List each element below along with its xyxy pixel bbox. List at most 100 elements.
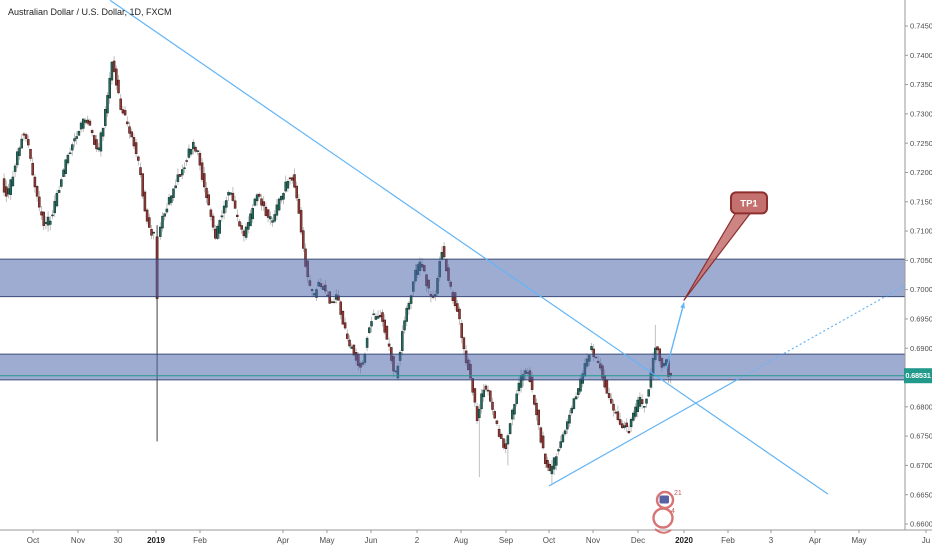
candle [214,228,217,239]
candle [185,160,188,162]
candle [262,201,265,207]
candle [229,192,232,195]
candle [627,430,631,434]
candle [376,315,380,319]
price-label: 0.66000 [910,520,932,529]
candle [106,95,109,114]
candle [638,396,642,407]
candle [539,427,543,443]
ascending-trendline-extension[interactable] [736,285,906,381]
candle [561,434,565,443]
candle [293,174,296,188]
candle [517,382,521,392]
candle [504,443,507,450]
candle [544,453,547,464]
time-label: Apr [809,536,822,545]
candle [2,178,6,193]
candle [163,213,166,217]
candle [20,138,23,149]
candle [288,177,292,180]
candle [489,390,492,402]
descending-trendline[interactable] [109,0,829,495]
candle [207,194,210,206]
candle [513,404,516,415]
candle [104,108,107,126]
candle [88,120,92,126]
candle [482,389,485,398]
projection-arrow[interactable] [665,302,685,371]
candle [286,180,290,189]
candle [374,316,378,320]
candle [233,200,237,209]
candle [108,77,111,99]
candle [515,393,518,404]
candle [387,343,391,347]
logo-digits-top: 21 [674,490,682,497]
tp1-box [730,191,768,215]
candle [557,449,560,452]
candle [537,409,540,426]
candle [82,118,85,129]
ascending-trendline[interactable] [548,379,738,487]
candle [629,418,633,428]
candle [568,414,571,424]
candle [365,337,369,348]
candle [244,226,248,238]
candle [269,216,272,220]
candle [264,206,268,216]
logo-digit-mid: 4 [671,508,675,515]
candle [350,346,353,349]
candle [143,191,147,212]
candle [240,225,243,230]
candle [90,130,94,133]
candle [634,406,637,417]
candle [442,246,446,258]
candle [579,378,582,392]
candle [401,331,404,351]
candle [284,181,287,192]
candle [137,156,140,161]
candle [44,221,48,224]
candle [112,60,116,72]
candle [563,430,567,435]
supply-zone[interactable] [0,258,905,298]
candle [115,68,118,86]
candle [119,98,122,110]
tp1-callout[interactable]: TP1 [683,191,768,301]
candle [27,139,30,146]
candle [282,193,285,200]
candle [249,213,252,227]
logo-blue-square-icon [659,495,669,504]
candle [297,198,301,214]
candle [577,388,580,395]
candle [242,230,246,237]
candle [33,176,37,188]
candle [42,211,45,226]
candle [128,126,131,134]
time-label: Oct [27,536,40,545]
candle [656,346,659,351]
candle [170,195,173,203]
candle [198,153,202,166]
candle [194,146,197,152]
candle [220,215,224,218]
candle [368,327,371,333]
candle [632,412,635,421]
candle [117,79,120,94]
candle [9,179,12,195]
candle [64,159,67,174]
time-label: Nov [71,536,85,545]
candle [590,346,593,350]
candle [132,137,136,147]
candle [456,303,459,312]
time-axis: Oct Nov 30 2019 Feb Apr May Jun 2 Aug Sep Oct Nov Dec… [27,530,930,545]
candle [192,141,195,150]
candle [385,325,389,340]
time-label: Jun [365,536,378,545]
